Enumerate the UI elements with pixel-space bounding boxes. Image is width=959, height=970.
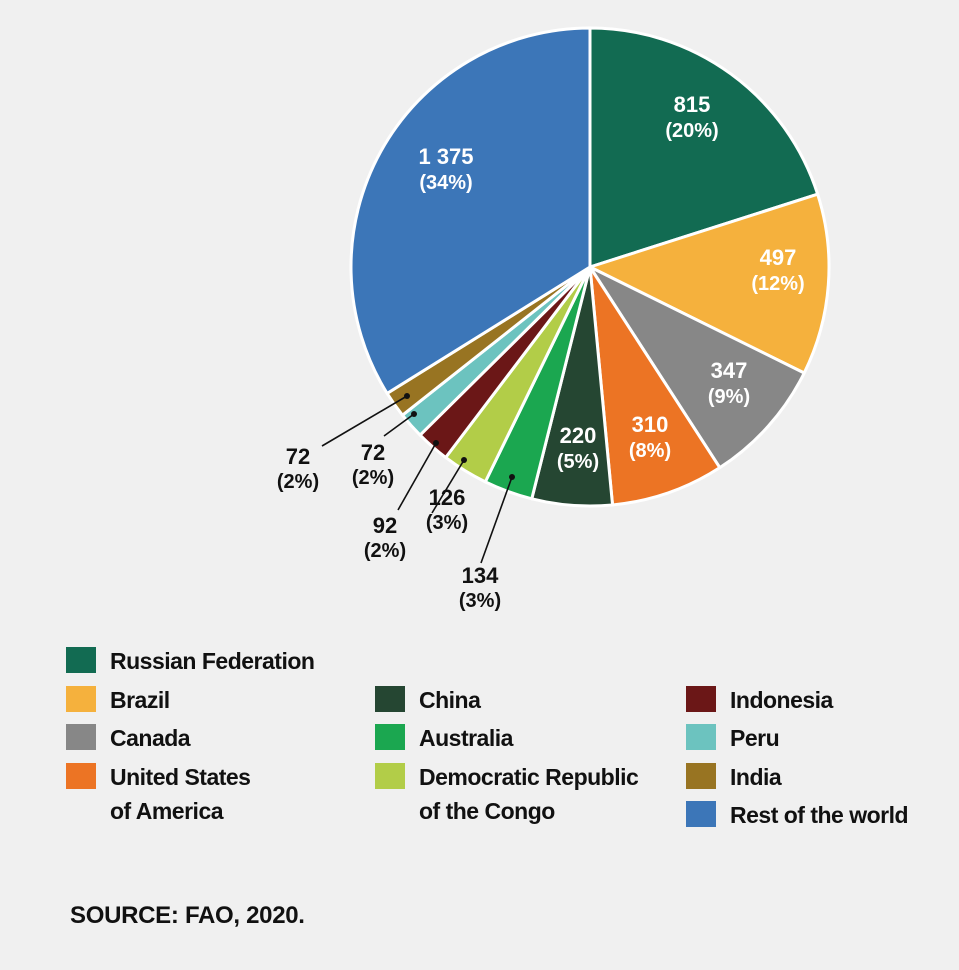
legend-label: Brazil — [110, 686, 170, 713]
data-label-value-india: 72 — [286, 444, 310, 469]
legend-label: Canada — [110, 725, 191, 751]
data-label-percent-rest-of-the-world: (34%) — [419, 172, 472, 194]
legend-label: India — [730, 763, 782, 790]
legend-swatch — [686, 724, 716, 750]
data-label-percent-australia: (3%) — [459, 590, 501, 612]
callout-line-india — [321, 395, 408, 447]
legend-swatch — [686, 762, 716, 789]
legend-label: United States of America — [110, 763, 251, 824]
legend-label: Australia — [419, 725, 513, 751]
data-label-value-china: 220 — [560, 423, 597, 448]
legend-label: Peru — [730, 725, 780, 751]
data-label-value-russian-federation: 815 — [674, 92, 711, 117]
legend-swatch — [375, 685, 405, 712]
data-label-value-rest-of-the-world: 1 375 — [418, 144, 473, 169]
legend-swatch — [66, 724, 96, 750]
data-label-percent-indonesia: (2%) — [364, 540, 406, 562]
data-label-value-indonesia: 92 — [373, 513, 397, 538]
callout-dot-australia — [509, 474, 515, 480]
pie-slice-brazil — [588, 192, 831, 375]
pie-slice-canada — [588, 265, 806, 470]
data-label-percent-peru: (2%) — [352, 467, 394, 489]
pie-slice-russian-federation — [588, 26, 820, 269]
data-label-value-brazil: 497 — [760, 245, 797, 270]
data-label-value-peru: 72 — [361, 440, 385, 465]
legend-swatch — [686, 685, 716, 712]
data-label-value-democratic-republic-of-the-congo: 126 — [429, 485, 466, 510]
data-label-value-united-states-of-america: 310 — [632, 412, 669, 437]
callout-dot-india — [404, 393, 410, 399]
data-label-value-australia: 134 — [462, 563, 499, 588]
legend-label: Russian Federation — [110, 648, 315, 674]
callout-line-australia — [480, 476, 513, 564]
legend-label: Democratic Republic of the Congo — [419, 763, 639, 824]
legend-swatch — [66, 762, 96, 789]
legend-swatch — [66, 685, 96, 712]
data-label-percent-russian-federation: (20%) — [665, 120, 718, 142]
pie-slice-united-states-of-america — [588, 265, 722, 507]
callout-dot-democratic-republic-of-the-congo — [461, 457, 467, 463]
pie-slice-rest-of-the-world — [349, 26, 592, 395]
data-label-percent-brazil: (12%) — [751, 273, 804, 295]
legend-label: Indonesia — [730, 686, 833, 713]
callout-dot-indonesia — [433, 440, 439, 446]
legend-label: China — [419, 686, 481, 713]
data-label-percent-india: (2%) — [277, 471, 319, 493]
callout-line-indonesia — [397, 442, 437, 511]
data-label-percent-china: (5%) — [557, 451, 599, 473]
legend-swatch — [375, 762, 405, 789]
data-label-percent-democratic-republic-of-the-congo: (3%) — [426, 512, 468, 534]
source-note: SOURCE: FAO, 2020. — [70, 902, 305, 929]
legend-swatch — [686, 801, 716, 827]
data-label-percent-united-states-of-america: (8%) — [629, 440, 671, 462]
pie-chart: 815 (20%) 497 (12%) 347 (9%) 310 (8%) 220 (5%) 134… — [277, 26, 831, 612]
legend-label: Rest of the world — [730, 802, 909, 828]
data-label-value-canada: 347 — [711, 358, 748, 383]
data-label-percent-canada: (9%) — [708, 386, 750, 408]
legend-swatch — [66, 647, 96, 673]
callout-line-peru — [383, 413, 415, 437]
legend-swatch — [375, 724, 405, 750]
callout-line-democratic-republic-of-the-congo — [431, 459, 465, 514]
callout-dot-peru — [411, 411, 417, 417]
